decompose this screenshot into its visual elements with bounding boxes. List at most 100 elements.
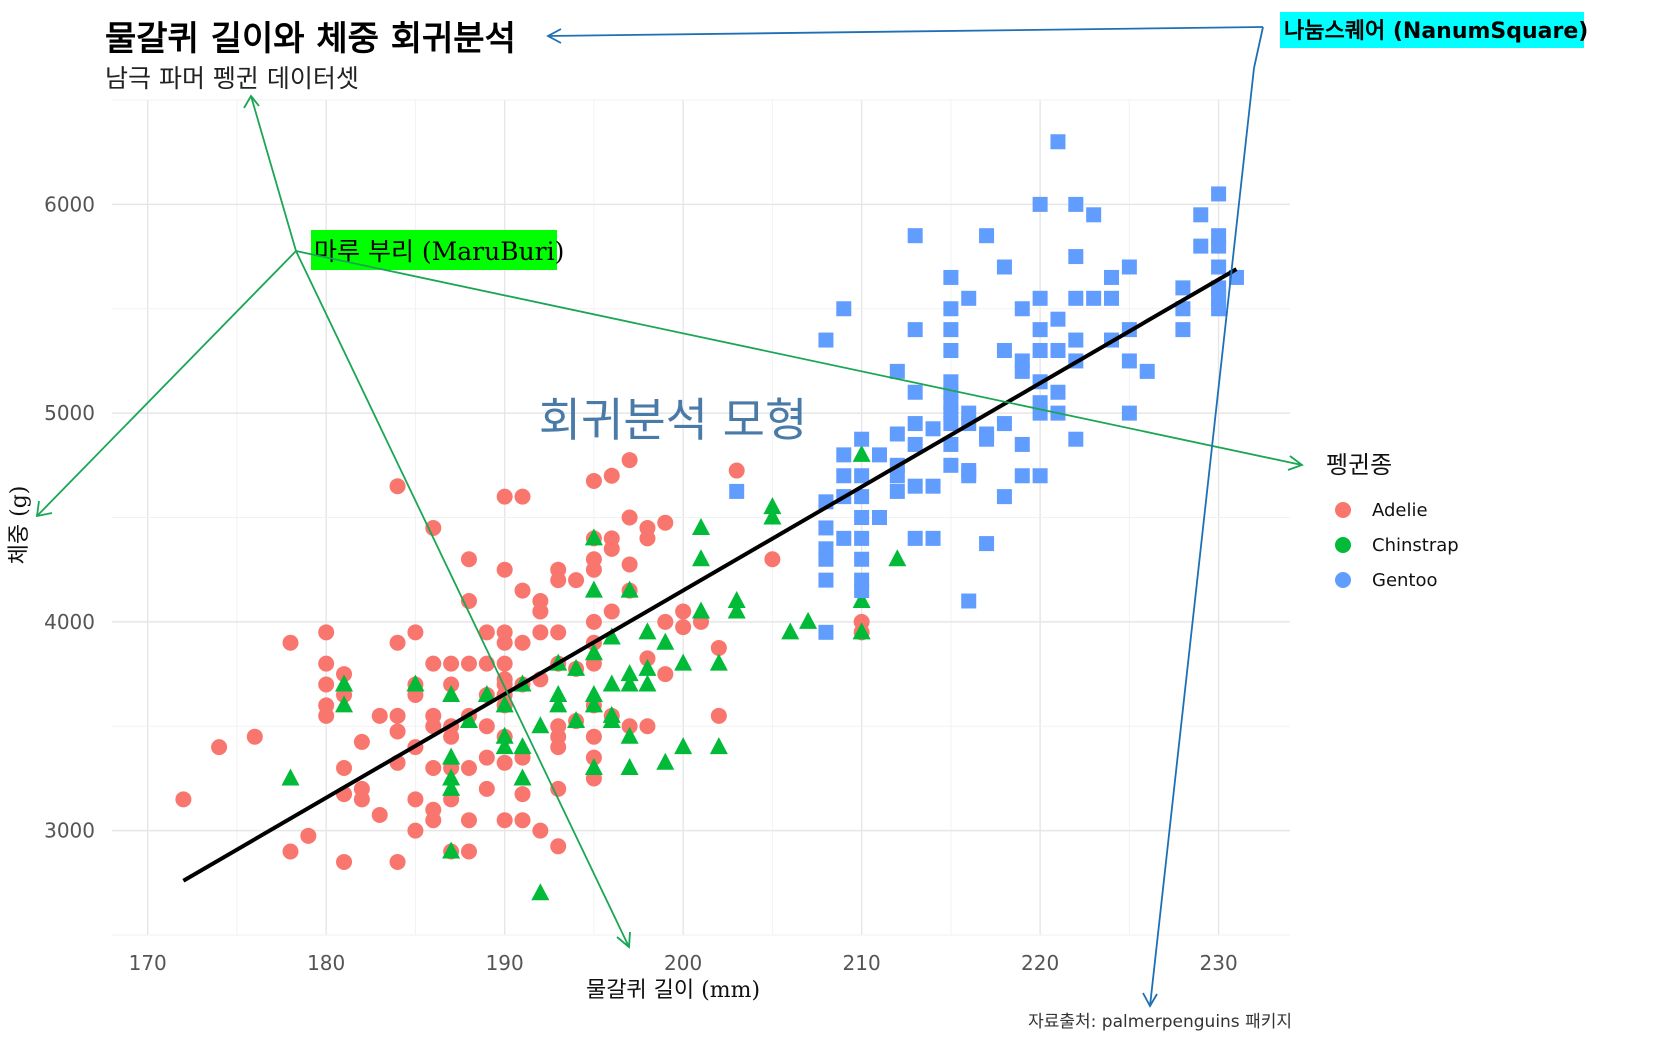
point-adelie [175, 791, 192, 808]
point-adelie [496, 561, 513, 578]
point-chinstrap [584, 684, 603, 702]
point-adelie [621, 718, 638, 735]
marubri-arrowhead-ylabel [35, 500, 53, 518]
point-adelie [371, 806, 388, 823]
point-adelie [407, 822, 424, 839]
point-gentoo [871, 447, 887, 463]
point-gentoo [1032, 468, 1048, 484]
point-chinstrap [459, 711, 478, 729]
point-chinstrap [799, 611, 818, 629]
point-gentoo [907, 384, 923, 400]
point-chinstrap [335, 695, 354, 713]
point-chinstrap [495, 737, 514, 755]
point-chinstrap [567, 658, 586, 676]
point-chinstrap [852, 622, 871, 640]
point-chinstrap [495, 726, 514, 744]
point-gentoo [943, 343, 959, 358]
point-gentoo [996, 489, 1012, 505]
point-gentoo [1032, 196, 1048, 212]
point-adelie [621, 509, 638, 526]
point-adelie [478, 655, 495, 672]
point-adelie [407, 624, 424, 641]
point-gentoo [889, 363, 905, 379]
point-gentoo [996, 416, 1012, 432]
point-adelie [514, 812, 531, 829]
point-adelie [514, 786, 531, 803]
point-gentoo [818, 520, 834, 536]
point-gentoo [1211, 238, 1227, 254]
point-gentoo [943, 416, 959, 432]
point-adelie [371, 707, 388, 724]
point-chinstrap [549, 695, 568, 713]
marubri-arrow-subtitle [250, 95, 297, 252]
point-gentoo [1175, 280, 1191, 296]
point-gentoo [854, 431, 870, 447]
point-gentoo [961, 468, 977, 484]
marubri-label: 마루 부리 (MaruBuri) [314, 237, 564, 266]
point-gentoo [1068, 332, 1084, 348]
point-chinstrap [852, 591, 871, 608]
point-chinstrap [442, 684, 461, 702]
point-gentoo [1014, 436, 1030, 452]
point-adelie [639, 650, 656, 667]
legend-title: 펭귄종 [1326, 451, 1392, 479]
point-gentoo [1086, 207, 1102, 223]
point-adelie [336, 666, 353, 683]
point-chinstrap [638, 658, 657, 676]
chart-title: 물갈퀴 길이와 체중 회귀분석 [105, 19, 516, 59]
point-gentoo [1193, 238, 1209, 254]
point-gentoo [1032, 290, 1048, 306]
y-axis-label: 체중 (g) [7, 486, 32, 565]
point-chinstrap [281, 768, 300, 786]
point-chinstrap [781, 622, 800, 640]
point-adelie [532, 603, 549, 620]
point-adelie [389, 707, 406, 724]
point-adelie [585, 728, 602, 745]
point-chinstrap [692, 601, 710, 619]
point-chinstrap [852, 444, 871, 462]
point-gentoo [979, 536, 995, 552]
nanumsquare-label-bg [1280, 12, 1584, 48]
point-gentoo [996, 259, 1012, 275]
point-gentoo [907, 436, 923, 452]
nanumsquare-arrowhead-title [546, 28, 562, 44]
point-adelie [496, 634, 513, 651]
point-chinstrap [620, 758, 639, 775]
point-adelie [460, 843, 477, 860]
regression-line [182, 267, 1238, 883]
point-adelie [603, 603, 620, 620]
point-chinstrap [620, 674, 639, 692]
point-gentoo [1014, 363, 1030, 379]
point-gentoo [1050, 384, 1066, 400]
point-adelie [443, 676, 460, 693]
point-adelie [211, 739, 228, 756]
marubri-arrow-xlabel [295, 250, 630, 948]
point-gentoo [925, 421, 941, 437]
point-chinstrap [602, 627, 621, 645]
x-tick-label: 180 [307, 951, 345, 975]
point-chinstrap [584, 580, 603, 598]
point-gentoo [961, 593, 977, 609]
point-gentoo [1104, 269, 1120, 285]
point-chinstrap [602, 674, 621, 692]
point-adelie [425, 655, 442, 672]
point-adelie [443, 728, 460, 745]
point-gentoo [1121, 405, 1137, 421]
point-adelie [514, 582, 531, 599]
x-axis-label: 물갈퀴 길이 (mm) [586, 978, 760, 1003]
point-adelie [675, 619, 692, 636]
point-gentoo [1121, 353, 1137, 369]
tick-labels: 170 180 190 200 210 220 230 3000 4000 5000 6000 [44, 192, 1238, 975]
point-adelie [585, 749, 602, 766]
point-adelie [764, 551, 781, 568]
caption: 자료출처: palmerpenguins 패키지 [1028, 1012, 1292, 1032]
point-chinstrap [442, 768, 461, 786]
point-gentoo [818, 551, 834, 567]
point-gentoo [943, 457, 959, 473]
point-adelie [550, 572, 567, 589]
point-gentoo [1050, 311, 1066, 327]
point-gentoo [854, 583, 870, 599]
point-gentoo [1014, 301, 1030, 317]
point-adelie [639, 530, 656, 547]
point-adelie [496, 488, 513, 505]
